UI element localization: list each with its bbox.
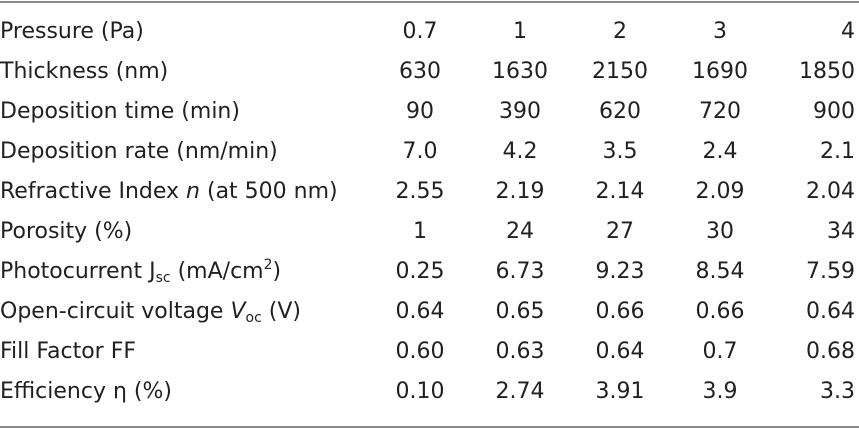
table-cell: 0.10 [395,379,445,404]
row-label: Refractive Index n (at 500 nm) [0,179,338,204]
row-label: Photocurrent Jsc (mA/cm2) [0,257,282,286]
table-cell: 30 [706,219,734,244]
table-cell: 720 [699,99,741,124]
table-cell: 1850 [799,59,855,84]
table-cell: 27 [606,219,634,244]
table-cell: 0.7 [702,339,738,364]
table-cell: 3 [713,19,727,44]
table-cell: 8.54 [695,259,745,284]
table-cell: 0.66 [695,299,745,324]
table-cell: 1 [513,19,527,44]
table-cell: 34 [827,219,855,244]
table-cell: 3.5 [602,139,638,164]
table-row: Photocurrent Jsc (mA/cm2) 0.25 6.73 9.23… [0,252,859,292]
table-cell: 0.66 [595,299,645,324]
table-cell: 9.23 [595,259,645,284]
table-cell: 3.9 [702,379,738,404]
table-cell: 2.74 [495,379,545,404]
row-label: Deposition time (min) [0,99,240,124]
table-cell: 390 [499,99,541,124]
table-row: Efficiency η (%) 0.10 2.74 3.91 3.9 3.3 [0,372,859,412]
table-cell: 0.68 [806,339,855,364]
table-cell: 0.64 [595,339,645,364]
table-cell: 0.25 [395,259,445,284]
table-cell: 2.4 [702,139,738,164]
table-cell: 900 [813,99,855,124]
table-row: Fill Factor FF 0.60 0.63 0.64 0.7 0.68 [0,332,859,372]
table-cell: 630 [399,59,441,84]
table-cell: 0.7 [402,19,438,44]
row-label: Efficiency η (%) [0,379,172,404]
table-cell: 1 [413,219,427,244]
row-label: Deposition rate (nm/min) [0,139,278,164]
table-cell: 0.60 [395,339,445,364]
table-row: Pressure (Pa) 0.7 1 2 3 4 [0,12,859,52]
top-rule [0,1,859,3]
data-table: Pressure (Pa) 0.7 1 2 3 4 Thickness (nm)… [0,12,859,412]
row-label: Open-circuit voltage Voc (V) [0,299,301,326]
table-row: Deposition rate (nm/min) 7.0 4.2 3.5 2.4… [0,132,859,172]
table-cell: 2.09 [695,179,745,204]
table-cell: 2150 [592,59,648,84]
bottom-rule [0,426,859,428]
table-row: Thickness (nm) 630 1630 2150 1690 1850 [0,52,859,92]
table-cell: 0.63 [495,339,545,364]
table-row: Porosity (%) 1 24 27 30 34 [0,212,859,252]
table-row: Deposition time (min) 90 390 620 720 900 [0,92,859,132]
row-label: Thickness (nm) [0,59,169,84]
table-cell: 3.91 [595,379,645,404]
table-cell: 4.2 [502,139,538,164]
row-label: Fill Factor FF [0,339,137,364]
table-cell: 2.19 [495,179,545,204]
table-cell: 2 [613,19,627,44]
table-cell: 7.59 [806,259,855,284]
table-cell: 3.3 [820,379,855,404]
table-cell: 620 [599,99,641,124]
table-cell: 4 [841,19,855,44]
table-row: Refractive Index n (at 500 nm) 2.55 2.19… [0,172,859,212]
table-cell: 1630 [492,59,548,84]
table-cell: 2.55 [395,179,445,204]
row-label: Porosity (%) [0,219,133,244]
table-cell: 7.0 [402,139,438,164]
row-label: Pressure (Pa) [0,19,144,44]
table-cell: 0.64 [395,299,445,324]
table-cell: 90 [406,99,434,124]
table-cell: 2.14 [595,179,645,204]
table-cell: 6.73 [495,259,545,284]
table-cell: 2.1 [820,139,855,164]
table-cell: 24 [506,219,534,244]
table-cell: 1690 [692,59,748,84]
table-cell: 0.64 [806,299,855,324]
table-row: Open-circuit voltage Voc (V) 0.64 0.65 0… [0,292,859,332]
table-cell: 2.04 [806,179,855,204]
table-cell: 0.65 [495,299,545,324]
